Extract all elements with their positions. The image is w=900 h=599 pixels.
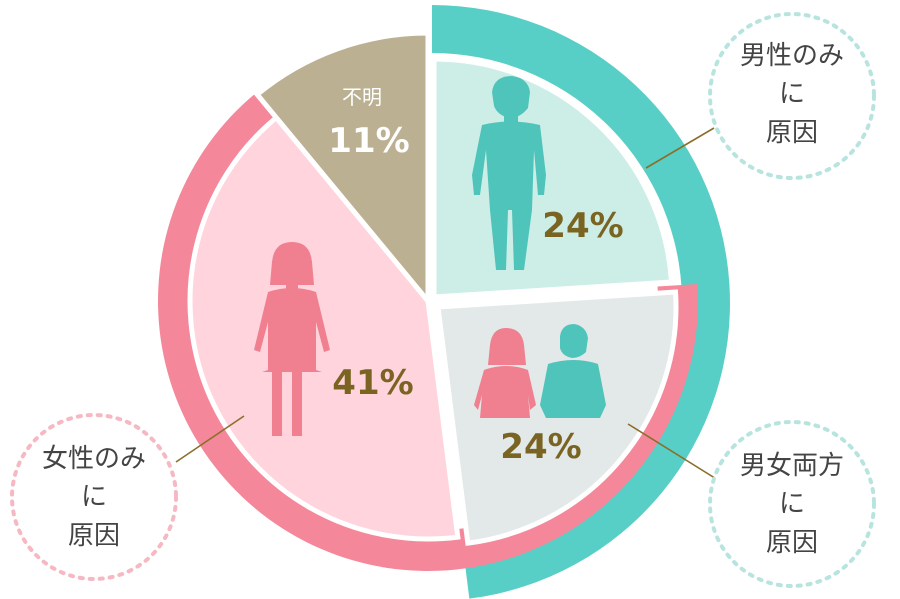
data-label-unknown: 11% bbox=[328, 121, 409, 161]
male-figure-icon bbox=[472, 76, 546, 270]
unknown-slice-label: 不明 bbox=[342, 85, 382, 109]
callout-female-line-2: に bbox=[81, 482, 107, 512]
outer-ring-female-involved bbox=[158, 92, 699, 571]
leader-lines bbox=[175, 127, 719, 481]
callout-circle-female bbox=[10, 413, 178, 581]
outer-ring-male-involved bbox=[432, 5, 731, 599]
callout-circle-male bbox=[708, 12, 876, 180]
callout-male-line-2: に bbox=[779, 79, 805, 109]
callout-both-line-1: 男女両方 bbox=[740, 451, 844, 481]
callout-male-line-1: 男性のみ bbox=[740, 41, 844, 71]
couple-figure-icon bbox=[474, 324, 606, 418]
pie-slice-unknown bbox=[253, 30, 431, 308]
callout-male-line-3: 原因 bbox=[766, 118, 818, 148]
leader-line-both bbox=[627, 423, 719, 481]
callout-circle-both bbox=[708, 420, 876, 588]
data-label-female: 41% bbox=[332, 363, 413, 403]
data-label-both: 24% bbox=[500, 427, 581, 467]
leader-line-female bbox=[175, 415, 245, 463]
female-figure-icon bbox=[254, 242, 330, 436]
leader-line-male bbox=[645, 127, 715, 169]
callout-female-line-1: 女性のみ bbox=[42, 444, 146, 474]
outer-rings bbox=[158, 5, 731, 599]
callout-female-line-3: 原因 bbox=[68, 521, 120, 551]
callout-both-line-2: に bbox=[779, 489, 805, 519]
callout-both-line-3: 原因 bbox=[766, 528, 818, 558]
data-label-male: 24% bbox=[542, 206, 623, 246]
